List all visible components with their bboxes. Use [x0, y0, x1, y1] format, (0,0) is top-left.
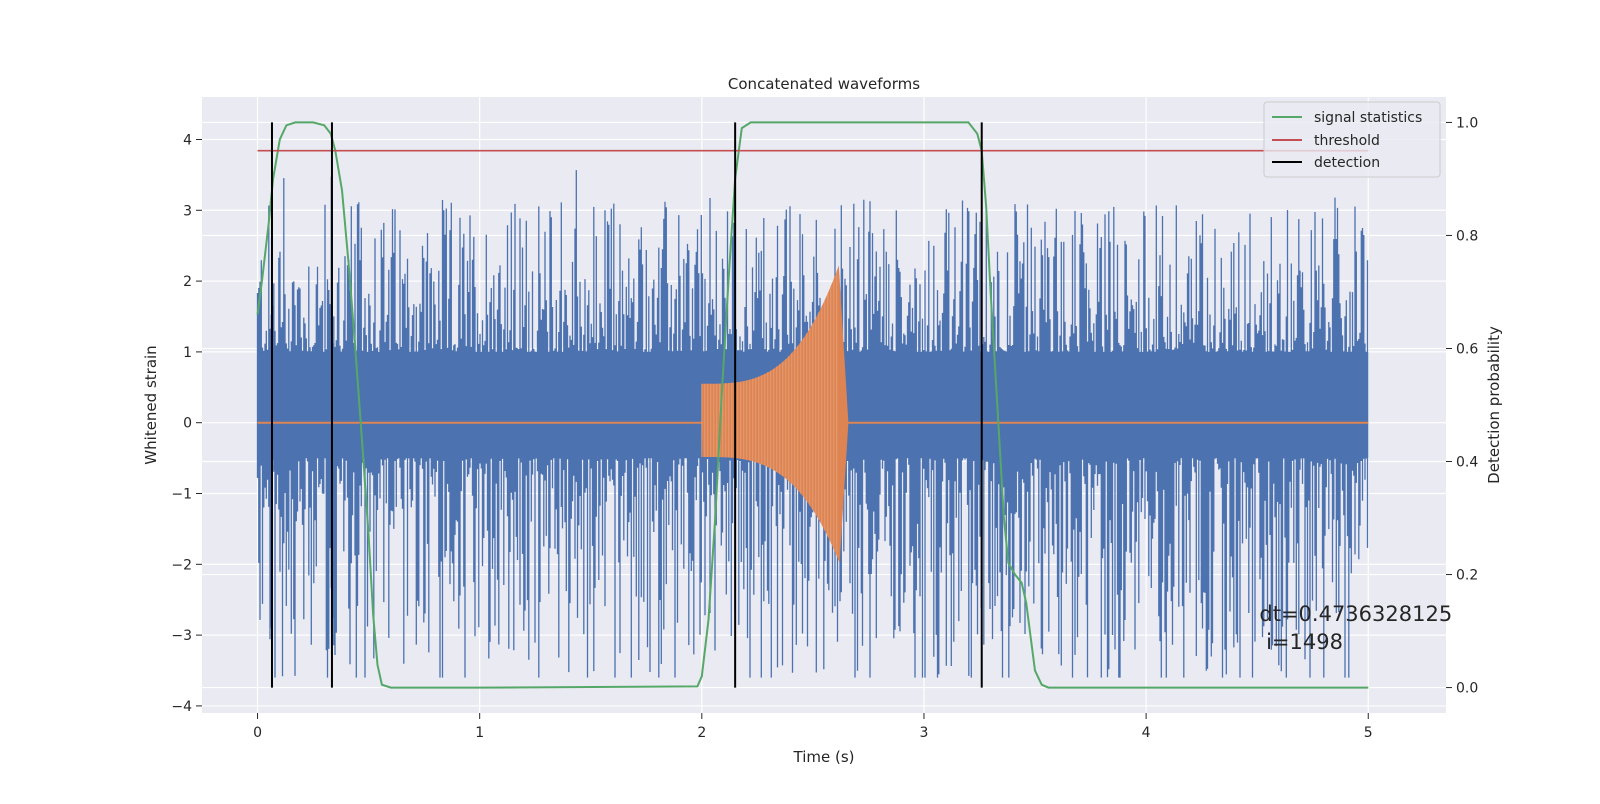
y-tick-label: 1 — [183, 345, 192, 361]
y2-tick-label: 0.6 — [1456, 341, 1478, 357]
x-tick-label: 2 — [697, 725, 706, 741]
y-tick-label: 4 — [183, 132, 192, 148]
legend-label-signal-statistics: signal statistics — [1314, 110, 1422, 126]
y-tick-label: −1 — [171, 487, 192, 503]
annotation-dt: dt=0.4736328125 — [1259, 602, 1452, 626]
y-tick-label: 0 — [183, 416, 192, 432]
annotation-i: i=1498 — [1259, 630, 1343, 654]
plot-content — [256, 121, 1369, 689]
legend-label-threshold: threshold — [1314, 133, 1380, 149]
legend: signal statistics threshold detection — [1263, 101, 1441, 178]
y-tick-label: −3 — [171, 628, 192, 644]
axis-ticks: −4 −3 −2 −1 0 1 2 3 4 0.0 0.2 0.4 0.6 0.8 1.0 0 1 2 3 4 5 — [171, 115, 1478, 741]
y2-tick-label: 0.0 — [1456, 681, 1478, 697]
template-chirp — [701, 265, 849, 563]
y-tick-label: 3 — [183, 203, 192, 219]
x-tick-label: 3 — [920, 725, 929, 741]
y2-tick-label: 1.0 — [1456, 115, 1478, 131]
y-tick-label: 2 — [183, 274, 192, 290]
chart-title: Concatenated waveforms — [728, 75, 920, 93]
y2-tick-label: 0.2 — [1456, 568, 1478, 584]
y-tick-label: −2 — [171, 557, 192, 573]
y2-tick-label: 0.8 — [1456, 228, 1478, 244]
legend-box — [1263, 101, 1441, 178]
x-tick-label: 0 — [253, 725, 262, 741]
y2-tick-label: 0.4 — [1456, 455, 1478, 471]
y2-axis-label: Detection probability — [1485, 326, 1503, 484]
y-axis-label: Whitened strain — [142, 345, 160, 464]
x-axis-label: Time (s) — [793, 748, 855, 766]
template-chirp-stripes — [701, 270, 838, 557]
x-tick-label: 4 — [1142, 725, 1151, 741]
legend-label-detection: detection — [1314, 155, 1380, 171]
x-tick-label: 5 — [1364, 725, 1373, 741]
y-tick-label: −4 — [171, 699, 192, 715]
x-tick-label: 1 — [475, 725, 484, 741]
signal-statistics-line — [256, 121, 1369, 689]
